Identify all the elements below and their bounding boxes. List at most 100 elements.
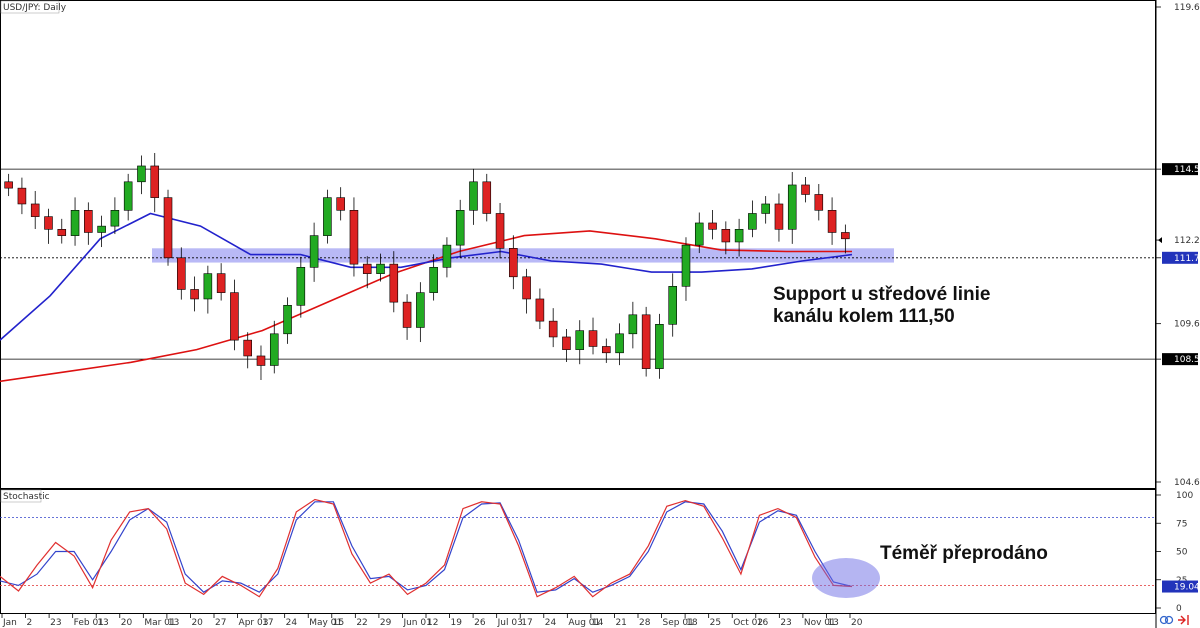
expand-icon[interactable] bbox=[1178, 615, 1189, 625]
candle-body bbox=[588, 330, 598, 347]
time-tick-label: 17 bbox=[521, 618, 532, 628]
support-annotation-line2: kanálu kolem 111,50 bbox=[773, 306, 955, 327]
time-tick-label: Jan bbox=[2, 618, 17, 628]
time-tick-label: Jun 01 bbox=[402, 618, 431, 628]
time-tick-label: 22 bbox=[356, 618, 367, 628]
time-tick-label: 24 bbox=[286, 618, 298, 628]
stoch-tick-label: 50 bbox=[1176, 548, 1188, 558]
candle-body bbox=[482, 181, 492, 214]
candle-body bbox=[123, 181, 133, 211]
fast-moving-average bbox=[0, 212, 853, 341]
stoch-value-label: 19.04 bbox=[1174, 583, 1200, 593]
candle-body bbox=[535, 298, 545, 322]
candle-body bbox=[787, 184, 797, 230]
candle-body bbox=[323, 197, 332, 236]
candle-body bbox=[721, 229, 731, 243]
time-tick-label: 29 bbox=[380, 618, 392, 628]
time-tick-label: 27 bbox=[215, 618, 226, 628]
candle-body bbox=[774, 203, 784, 230]
stoch-tick-label: 75 bbox=[1176, 519, 1187, 529]
link-icon[interactable] bbox=[1159, 615, 1174, 625]
candle-body bbox=[655, 323, 664, 369]
time-tick-label: 20 bbox=[851, 618, 863, 628]
time-tick-label: Sep 01 bbox=[663, 618, 694, 628]
oversold-highlight bbox=[812, 558, 880, 598]
price-tick-label: 119.62 bbox=[1174, 3, 1200, 13]
candle-body bbox=[429, 266, 438, 293]
symbol-label: USD/JPY: Daily bbox=[3, 3, 67, 13]
stoch-tick-label: 100 bbox=[1176, 491, 1193, 501]
candle-body bbox=[163, 197, 173, 259]
candle-body bbox=[761, 203, 770, 214]
candle-body bbox=[110, 210, 120, 227]
candle-body bbox=[190, 289, 199, 300]
candle-body bbox=[416, 292, 425, 328]
candle-body bbox=[256, 355, 266, 366]
time-tick-label: Jul 03 bbox=[497, 618, 523, 628]
horizontal-levels bbox=[0, 168, 1156, 360]
candle-body bbox=[17, 187, 27, 205]
candle-body bbox=[137, 165, 146, 183]
stoch-value-tag-bg bbox=[1162, 580, 1198, 593]
candle-body bbox=[681, 244, 691, 287]
candle-body bbox=[668, 285, 677, 325]
time-tick-label: Mar 01 bbox=[144, 618, 175, 628]
time-tick-label: 28 bbox=[639, 618, 651, 628]
support-annotation-line1: Support u středové linie bbox=[773, 284, 990, 305]
time-tick-label: Apr 03 bbox=[239, 618, 269, 628]
stochastic-lines bbox=[0, 498, 1156, 598]
candle-body bbox=[296, 266, 306, 306]
time-tick-label: 18 bbox=[686, 618, 698, 628]
candle-body bbox=[694, 222, 704, 246]
price-tag-bg bbox=[1162, 163, 1198, 176]
candle-body bbox=[442, 244, 452, 268]
time-tick-label: 19 bbox=[451, 618, 463, 628]
candle-body bbox=[509, 248, 518, 278]
time-tick-label: Feb 01 bbox=[74, 618, 104, 628]
candle-body bbox=[495, 213, 505, 249]
time-tick-label: 15 bbox=[333, 618, 344, 628]
candle-body bbox=[309, 235, 319, 268]
candle-body bbox=[641, 314, 651, 369]
candle-body bbox=[216, 273, 226, 293]
candle-body bbox=[84, 210, 93, 233]
candle-body bbox=[97, 225, 106, 233]
candle-body bbox=[748, 213, 757, 230]
stochastic-label: Stochastic bbox=[3, 492, 50, 502]
candle-body bbox=[522, 276, 531, 300]
candle-body bbox=[349, 210, 359, 265]
candle-body bbox=[203, 273, 213, 300]
candlesticks bbox=[4, 152, 850, 381]
time-tick-label: 12 bbox=[427, 618, 438, 628]
price-tag-bg bbox=[1162, 251, 1198, 264]
time-tick-label: 2 bbox=[27, 618, 33, 628]
candle-body bbox=[734, 229, 744, 243]
candle-body bbox=[177, 257, 186, 290]
time-tick-label: 21 bbox=[615, 618, 626, 628]
candle-body bbox=[708, 222, 717, 230]
price-tag-bg bbox=[1162, 353, 1198, 366]
price-tick-label: 109.62 bbox=[1174, 320, 1200, 330]
moving-averages bbox=[0, 212, 853, 383]
candle-body bbox=[376, 263, 385, 274]
oversold-annotation: Téměř přeprodáno bbox=[880, 543, 1048, 564]
candle-body bbox=[814, 194, 824, 211]
candle-body bbox=[469, 181, 478, 211]
candle-body bbox=[362, 263, 372, 274]
time-tick-label: Oct 02 bbox=[733, 618, 763, 628]
time-tick-label: 20 bbox=[121, 618, 133, 628]
price-tick-label: 114.50 bbox=[1174, 165, 1200, 175]
time-tick-label: Aug 01 bbox=[568, 618, 600, 628]
candle-body bbox=[230, 292, 239, 341]
stochastic-d-line bbox=[0, 501, 853, 593]
time-tick-label: 26 bbox=[474, 618, 486, 628]
candle-body bbox=[562, 336, 571, 350]
price-tick-label: 108.50 bbox=[1174, 355, 1200, 365]
candle-body bbox=[402, 301, 412, 328]
time-tick-label: 23 bbox=[50, 618, 61, 628]
price-tick-label: 111.70 bbox=[1174, 254, 1200, 264]
candle-body bbox=[336, 197, 345, 211]
time-tick-label: 23 bbox=[780, 618, 791, 628]
